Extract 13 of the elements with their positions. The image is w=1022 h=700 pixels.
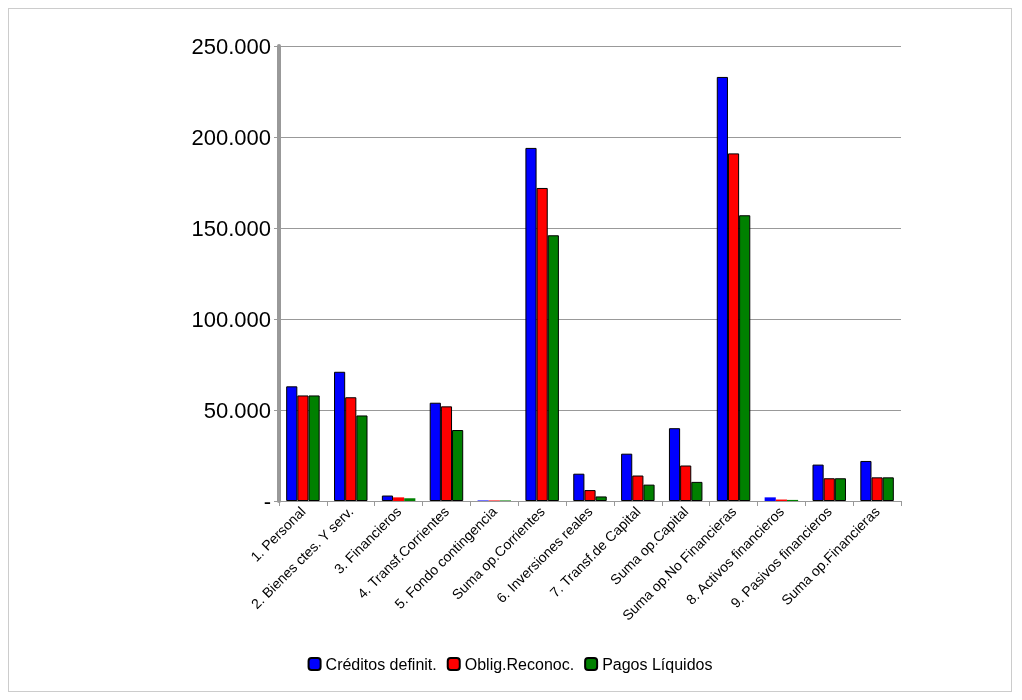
bar	[393, 497, 405, 501]
y-tick-label: 50.000	[203, 397, 271, 423]
bar	[404, 498, 416, 501]
y-tick-label: 250.000	[191, 33, 271, 59]
legend-label: Oblig.Reconoc.	[464, 655, 575, 673]
legend-label: Pagos Líquidos	[602, 655, 713, 673]
y-tick-label: -	[263, 488, 271, 514]
y-tick-label: 100.000	[191, 306, 271, 332]
y-tick-label: 200.000	[191, 124, 271, 150]
legend-label: Créditos definit.	[325, 655, 437, 673]
bar	[764, 497, 776, 501]
bar	[381, 495, 394, 501]
y-tick-label: 150.000	[191, 215, 271, 241]
